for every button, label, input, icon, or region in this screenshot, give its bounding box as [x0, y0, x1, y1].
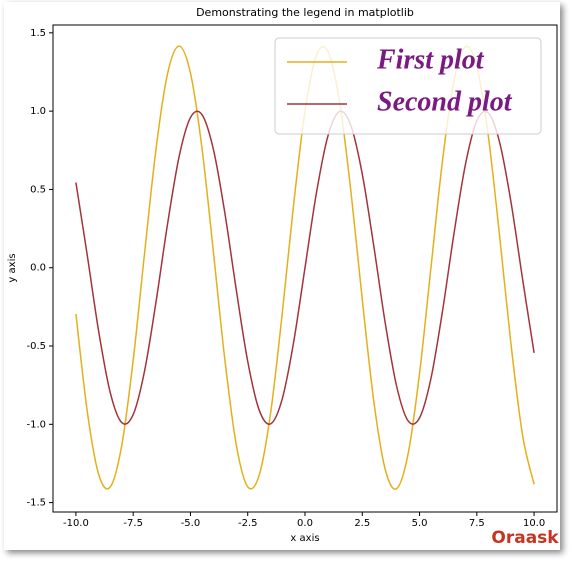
x-tick-label: -2.5 [238, 518, 258, 529]
x-tick-label: -7.5 [123, 518, 143, 529]
y-tick-label: 0.5 [30, 184, 46, 195]
y-axis-label: y axis [7, 253, 18, 282]
y-tick-label: 0.0 [30, 263, 46, 274]
y-tick-label: -1.5 [26, 498, 46, 509]
x-tick-label: 0.0 [297, 518, 313, 529]
x-tick-label: -5.0 [181, 518, 201, 529]
line [75, 110, 535, 425]
x-tick-label: 10.0 [523, 518, 545, 529]
watermark: Oraask [491, 528, 559, 548]
legend-label: First plot [376, 44, 485, 75]
x-tick-label: 7.5 [469, 518, 485, 529]
legend-label: Second plot [377, 86, 513, 117]
y-tick-label: 1.0 [30, 106, 46, 117]
chart-title: Demonstrating the legend in matplotlib [196, 6, 414, 19]
axes-frame [52, 24, 558, 513]
y-tick-label: -0.5 [26, 341, 46, 352]
y-tick-label: 1.5 [30, 28, 46, 39]
x-tick-label: 2.5 [354, 518, 370, 529]
x-axis-label: x axis [290, 533, 319, 544]
x-tick-label: 5.0 [412, 518, 428, 529]
y-tick-label: -1.0 [26, 419, 46, 430]
x-tick-label: -10.0 [63, 518, 89, 529]
